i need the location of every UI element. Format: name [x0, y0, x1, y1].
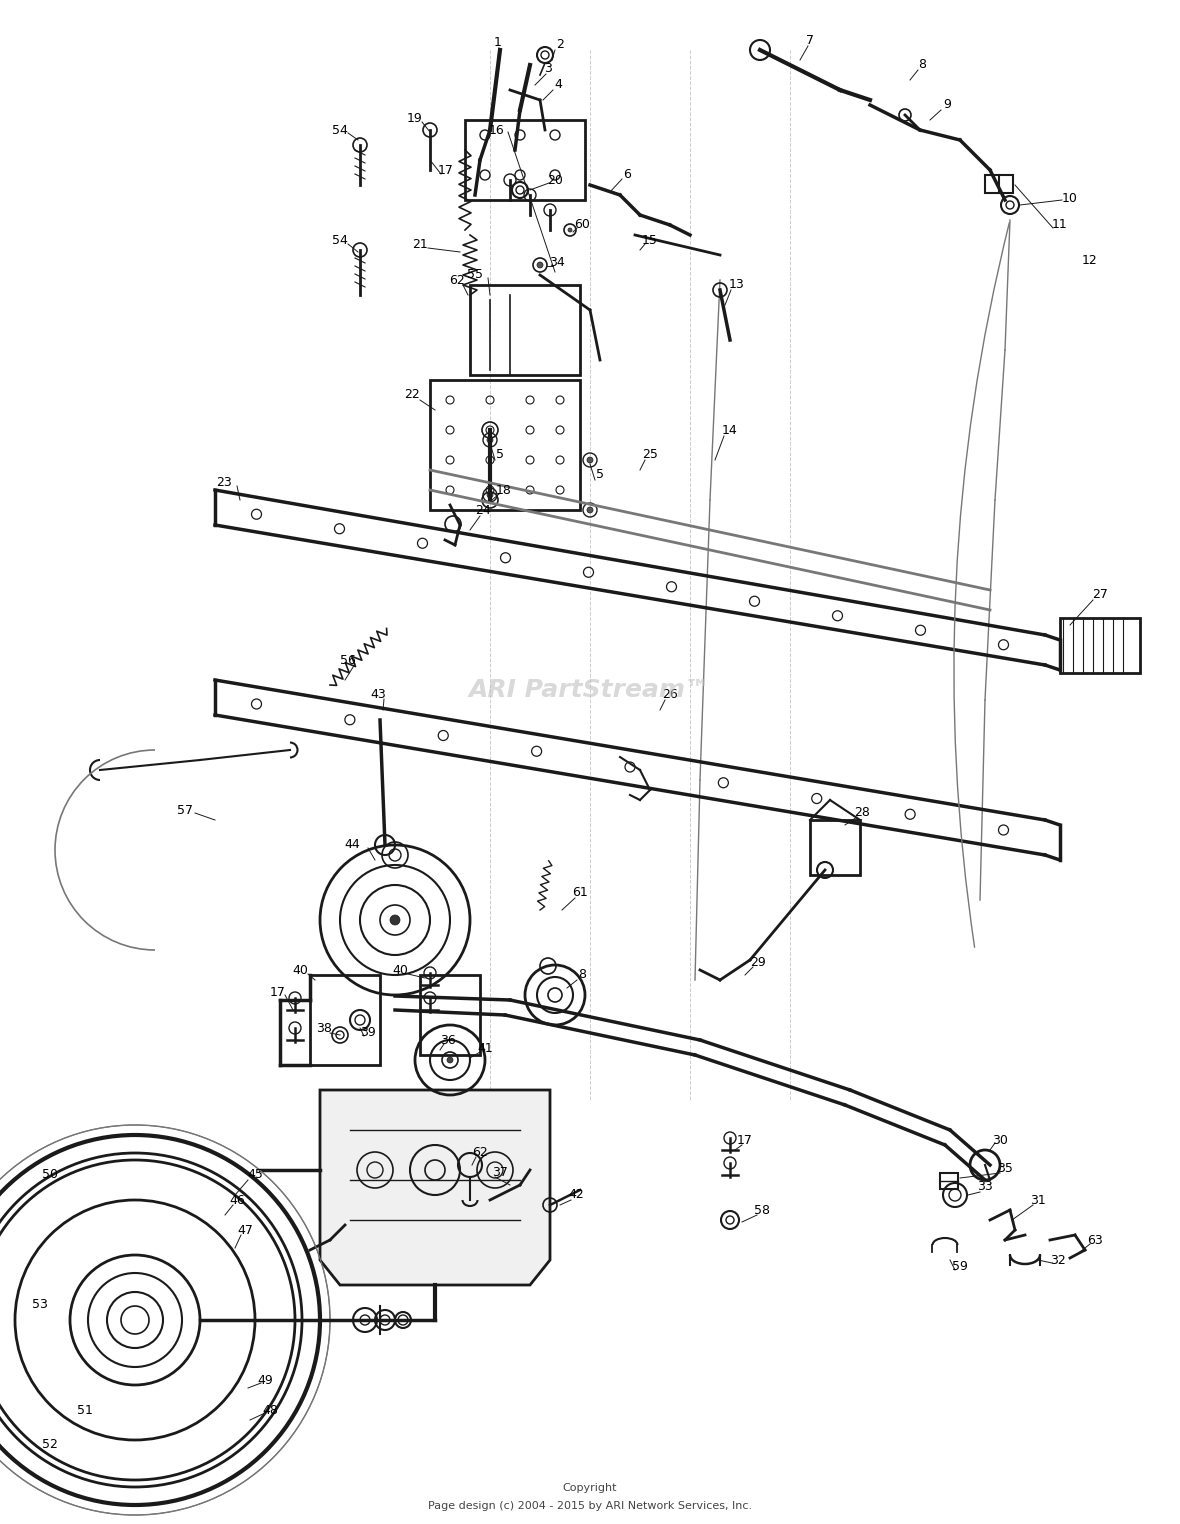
Text: 39: 39	[360, 1026, 376, 1038]
Text: 56: 56	[340, 654, 356, 666]
Text: 63: 63	[1087, 1233, 1103, 1247]
Text: 27: 27	[1092, 588, 1108, 602]
Text: 55: 55	[467, 268, 483, 282]
Bar	[940, 1173, 958, 1189]
Text: 10: 10	[1062, 192, 1079, 204]
Bar	[430, 379, 581, 511]
Text: 1: 1	[494, 35, 501, 49]
Text: 33: 33	[977, 1181, 992, 1193]
Text: 22: 22	[404, 389, 420, 401]
Text: 46: 46	[229, 1193, 245, 1207]
Text: 51: 51	[77, 1404, 93, 1416]
Text: 14: 14	[722, 424, 738, 436]
Text: 21: 21	[412, 238, 428, 251]
Text: 35: 35	[997, 1161, 1012, 1175]
Text: 54: 54	[332, 233, 348, 247]
Circle shape	[586, 457, 594, 463]
Text: 52: 52	[42, 1439, 58, 1451]
Text: 5: 5	[596, 468, 604, 482]
Text: 3: 3	[544, 61, 552, 75]
Bar	[420, 975, 480, 1055]
Text: 17: 17	[438, 163, 454, 177]
Text: 45: 45	[247, 1169, 263, 1181]
Text: 43: 43	[371, 689, 386, 701]
Text: 44: 44	[345, 838, 360, 852]
Text: 17: 17	[738, 1134, 753, 1146]
Text: 12: 12	[1082, 253, 1097, 267]
Text: 53: 53	[32, 1298, 48, 1312]
Text: 54: 54	[332, 123, 348, 137]
Text: 20: 20	[548, 174, 563, 186]
Circle shape	[487, 437, 493, 443]
Circle shape	[537, 262, 543, 268]
Text: 9: 9	[943, 99, 951, 111]
Text: 6: 6	[623, 169, 631, 181]
Circle shape	[391, 914, 400, 925]
Text: 40: 40	[293, 963, 308, 977]
Bar	[465, 120, 585, 200]
Text: Page design (c) 2004 - 2015 by ARI Network Services, Inc.: Page design (c) 2004 - 2015 by ARI Netwo…	[428, 1501, 752, 1510]
Text: 19: 19	[407, 111, 422, 125]
Bar	[310, 975, 380, 1065]
Polygon shape	[320, 1090, 550, 1285]
Text: ARI PartStream™: ARI PartStream™	[470, 678, 710, 703]
Text: 15: 15	[642, 233, 658, 247]
Bar	[809, 820, 860, 875]
Text: 60: 60	[573, 218, 590, 230]
Text: 28: 28	[854, 806, 870, 818]
Text: 58: 58	[754, 1204, 771, 1216]
Circle shape	[568, 229, 572, 232]
Circle shape	[487, 492, 493, 498]
Text: 61: 61	[572, 887, 588, 899]
Bar	[470, 285, 581, 375]
Text: 11: 11	[1053, 218, 1068, 232]
Circle shape	[586, 507, 594, 514]
Text: 25: 25	[642, 448, 658, 462]
Text: 50: 50	[42, 1169, 58, 1181]
Text: Copyright: Copyright	[563, 1483, 617, 1494]
Text: 62: 62	[472, 1146, 487, 1158]
Text: 8: 8	[578, 968, 586, 981]
Text: 17: 17	[270, 986, 286, 998]
Text: 8: 8	[918, 58, 926, 72]
Bar	[985, 175, 1012, 194]
Text: 36: 36	[440, 1033, 455, 1047]
Text: 42: 42	[568, 1189, 584, 1201]
Text: 62: 62	[450, 273, 465, 287]
Text: 48: 48	[262, 1404, 278, 1416]
Text: 49: 49	[257, 1373, 273, 1387]
Text: 31: 31	[1030, 1193, 1045, 1207]
Text: 41: 41	[477, 1041, 493, 1055]
Text: 23: 23	[216, 475, 232, 489]
Text: 59: 59	[952, 1260, 968, 1274]
Text: 29: 29	[750, 956, 766, 968]
Text: 57: 57	[177, 803, 194, 817]
Text: 4: 4	[555, 79, 562, 91]
Text: 40: 40	[392, 963, 408, 977]
Text: 38: 38	[316, 1021, 332, 1035]
Text: 13: 13	[729, 279, 745, 291]
Text: 34: 34	[549, 256, 565, 268]
Text: 26: 26	[662, 689, 677, 701]
Text: 16: 16	[489, 123, 504, 137]
Bar	[1060, 619, 1140, 674]
Text: 18: 18	[496, 483, 512, 497]
Text: 32: 32	[1050, 1254, 1066, 1266]
Text: 7: 7	[806, 34, 814, 47]
Text: 24: 24	[476, 503, 491, 517]
Circle shape	[447, 1058, 453, 1064]
Text: 47: 47	[237, 1224, 253, 1236]
Text: 37: 37	[492, 1166, 507, 1178]
Text: 2: 2	[556, 38, 564, 50]
Text: 5: 5	[496, 448, 504, 462]
Text: 30: 30	[992, 1134, 1008, 1146]
